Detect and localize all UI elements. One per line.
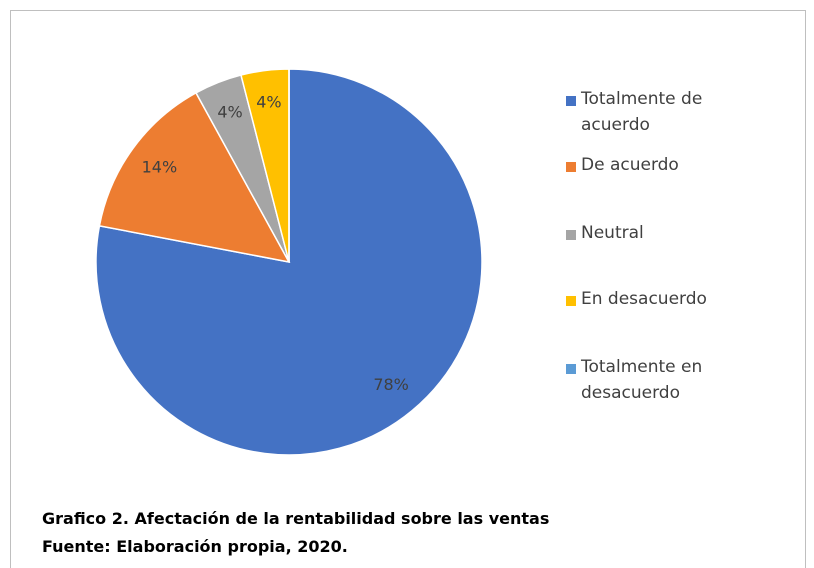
- data-label: 14%: [142, 157, 178, 176]
- pie-slice: [98, 91, 291, 264]
- legend-swatch: [566, 230, 576, 240]
- chart-border: [10, 10, 806, 568]
- legend-label: Totalmente de acuerdo: [581, 89, 703, 135]
- pie-slice: [95, 68, 483, 456]
- legend-item: En desacuerdo: [566, 289, 707, 312]
- source: Fuente: Elaboración propia, 2020.: [42, 537, 348, 556]
- legend-item: Neutral: [566, 223, 644, 246]
- caption: Grafico 2. Afectación de la rentabilidad…: [42, 509, 550, 528]
- data-label: 4%: [256, 93, 281, 112]
- legend-item: Totalmente de acuerdo: [566, 89, 761, 138]
- data-label: 4%: [217, 103, 242, 122]
- legend-item: Totalmente en desacuerdo: [566, 357, 761, 406]
- legend-label: Neutral: [581, 223, 644, 243]
- legend-label: Totalmente en desacuerdo: [581, 357, 703, 403]
- legend-label: En desacuerdo: [581, 289, 707, 309]
- legend-swatch: [566, 96, 576, 106]
- legend-swatch: [566, 162, 576, 172]
- pie: 78% 14% 4% 4%: [95, 68, 483, 456]
- data-label: 78%: [373, 375, 409, 394]
- legend-swatch: [566, 364, 576, 374]
- legend-item: De acuerdo: [566, 155, 679, 178]
- legend-label: De acuerdo: [581, 155, 679, 175]
- legend-swatch: [566, 296, 576, 306]
